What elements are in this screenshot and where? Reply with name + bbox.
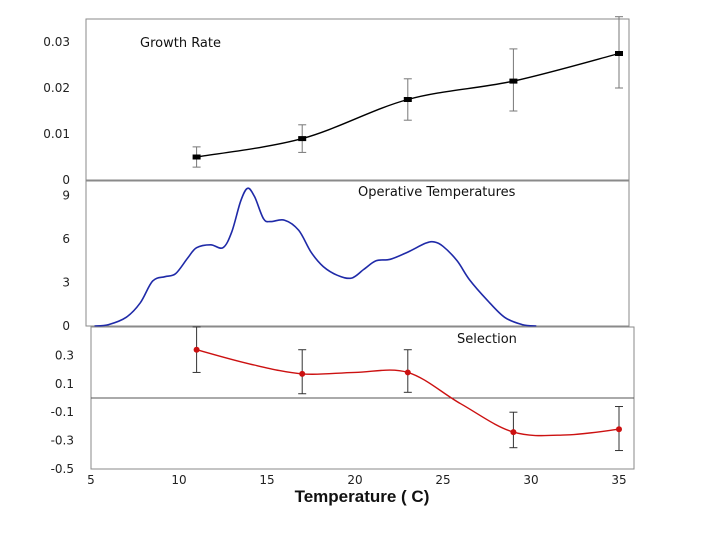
panel-operative-yticks: 0 3 6 9 xyxy=(62,189,70,334)
panel-growth-title: Growth Rate xyxy=(140,36,221,51)
panel-operative-temperatures: Operative Temperatures 0 3 6 9 xyxy=(62,180,630,334)
x-tick-label: 10 xyxy=(171,473,186,487)
operative-ytick-label: 6 xyxy=(62,232,70,246)
selection-point xyxy=(616,426,622,433)
panel-operative-title: Operative Temperatures xyxy=(358,185,516,200)
x-tick-label: 35 xyxy=(611,473,626,487)
x-axis-label: Temperature ( C) xyxy=(295,487,430,506)
x-tick-label: 30 xyxy=(523,473,538,487)
operative-ytick-label: 9 xyxy=(62,189,70,203)
growth-ytick-label: 0.01 xyxy=(43,127,70,141)
panel-selection-title: Selection xyxy=(457,332,517,347)
x-tick-label: 20 xyxy=(347,473,362,487)
operative-temperature-curve xyxy=(94,187,537,327)
selection-ytick-label: -0.5 xyxy=(51,462,74,476)
growth-rate-point xyxy=(403,97,412,102)
selection-point xyxy=(193,346,200,353)
selection-ytick-label: -0.3 xyxy=(51,434,74,448)
x-tick-label: 5 xyxy=(87,473,95,487)
panel-growth-frame xyxy=(85,18,630,181)
growth-rate-point xyxy=(298,136,307,142)
x-tick-label: 25 xyxy=(435,473,450,487)
panel-growth-rate: Growth Rate 0 0.01 0.02 0.03 xyxy=(43,16,630,187)
panel-growth-errorbars xyxy=(192,16,623,168)
selection-ytick-label: -0.1 xyxy=(51,405,74,419)
growth-rate-point xyxy=(615,51,623,56)
panel-selection-points xyxy=(193,346,622,436)
selection-ytick-label: 0.1 xyxy=(55,377,74,391)
panel-growth-points xyxy=(192,51,623,160)
panel-selection-errorbars xyxy=(192,326,623,452)
selection-point xyxy=(404,369,411,376)
panel-selection-yticks: -0.5 -0.3 -0.1 0.1 0.3 xyxy=(51,348,74,476)
growth-rate-point xyxy=(509,78,518,84)
growth-ytick-label: 0 xyxy=(62,173,70,187)
x-tick-label: 15 xyxy=(259,473,274,487)
operative-ytick-label: 3 xyxy=(62,276,70,290)
selection-point xyxy=(510,429,517,436)
panel-growth-yticks: 0 0.01 0.02 0.03 xyxy=(43,35,70,187)
panel-selection: Selection -0.5 -0.3 -0.1 0.1 0.3 5 10 15 20 25 30… xyxy=(51,326,635,506)
operative-ytick-label: 0 xyxy=(62,319,70,333)
growth-ytick-label: 0.03 xyxy=(43,35,70,49)
growth-ytick-label: 0.02 xyxy=(43,81,70,95)
selection-point xyxy=(299,370,306,377)
panel-operative-frame xyxy=(85,180,630,327)
growth-rate-point xyxy=(192,154,201,160)
selection-ytick-label: 0.3 xyxy=(55,348,74,362)
x-axis-ticks: 5 10 15 20 25 30 35 xyxy=(87,473,626,487)
